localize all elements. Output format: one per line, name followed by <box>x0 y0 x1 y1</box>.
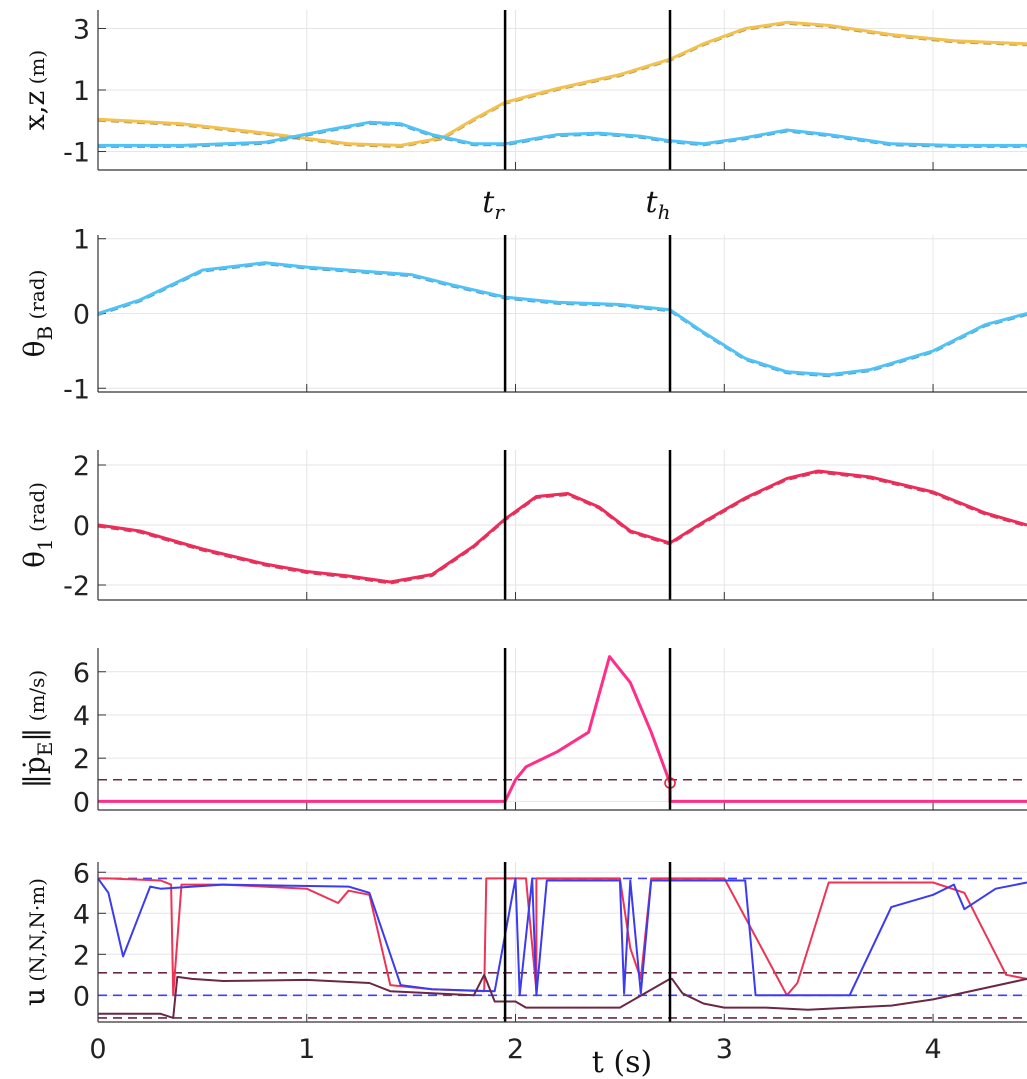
y-axis-label-part: ‖ <box>18 728 51 742</box>
y-axis-label-part: x,z <box>18 91 51 130</box>
y-axis-label-part: u <box>18 988 51 1006</box>
series-reference-line <box>98 473 1027 584</box>
y-tick-label: 6 <box>73 858 90 889</box>
y-tick-label: -2 <box>63 571 90 602</box>
series-line <box>98 878 1027 995</box>
y-axis-label-part: (m/s) <box>25 670 49 728</box>
x-tick-label: 3 <box>716 1034 733 1065</box>
y-axis-label-part: ‖ṗ <box>18 756 51 788</box>
y-tick-label: 0 <box>73 511 90 542</box>
y-axis-label-part: θ <box>18 551 51 568</box>
y-tick-label: -1 <box>63 374 90 405</box>
series-reference-line <box>98 264 1027 376</box>
series-line <box>98 975 1027 1018</box>
y-axis-label-part: θ <box>18 341 51 358</box>
y-axis-label-part: (rad) <box>25 270 49 326</box>
y-tick-label: 0 <box>73 981 90 1012</box>
y-axis-label: u (N,N,N·m) <box>18 878 51 1006</box>
x-tick-label: 1 <box>298 1034 315 1065</box>
x-axis-label: t (s) <box>592 1045 652 1079</box>
y-tick-label: -1 <box>63 138 90 169</box>
y-tick-label: 2 <box>73 940 90 971</box>
y-axis-label-text: θ1 (rad) <box>18 482 57 568</box>
y-axis-label-text: x,z (m) <box>18 50 51 130</box>
x-tick-label: 2 <box>507 1034 524 1065</box>
y-axis-label: x,z (m) <box>18 50 51 130</box>
y-tick-label: 2 <box>73 744 90 775</box>
y-axis-label: ‖ṗE‖ (m/s) <box>18 670 57 788</box>
y-tick-label: 4 <box>73 701 90 732</box>
y-axis-label: θB (rad) <box>18 270 57 358</box>
series-line <box>98 263 1027 375</box>
y-axis-label-part: (rad) <box>25 482 49 538</box>
y-axis-label-text: θB (rad) <box>18 270 57 358</box>
y-axis-label: θ1 (rad) <box>18 482 57 568</box>
y-tick-label: 4 <box>73 899 90 930</box>
y-axis-label-part: 1 <box>33 538 57 551</box>
event-label: tr <box>482 185 505 224</box>
y-axis-label-text: u (N,N,N·m) <box>18 878 51 1006</box>
series-line <box>98 878 1027 995</box>
x-tick-label: 0 <box>89 1034 106 1065</box>
y-axis-label-part: E <box>33 742 57 757</box>
y-axis-label-text: ‖ṗE‖ (m/s) <box>18 670 57 788</box>
series-line <box>98 122 1027 145</box>
series-line <box>98 471 1027 582</box>
y-axis-label-part: (N,N,N·m) <box>25 878 49 988</box>
series-reference-line <box>98 24 1027 147</box>
y-axis-label-part: (m) <box>25 50 49 91</box>
y-tick-label: 6 <box>73 658 90 689</box>
x-tick-label: 4 <box>924 1034 941 1065</box>
event-label: th <box>646 185 671 224</box>
y-tick-label: 1 <box>73 225 90 256</box>
y-axis-label-part: B <box>33 326 57 341</box>
y-tick-label: 0 <box>73 787 90 818</box>
y-tick-label: 0 <box>73 300 90 331</box>
y-tick-label: 1 <box>73 76 90 107</box>
y-tick-label: 3 <box>73 14 90 45</box>
series-line <box>98 22 1027 145</box>
y-tick-label: 2 <box>73 451 90 482</box>
